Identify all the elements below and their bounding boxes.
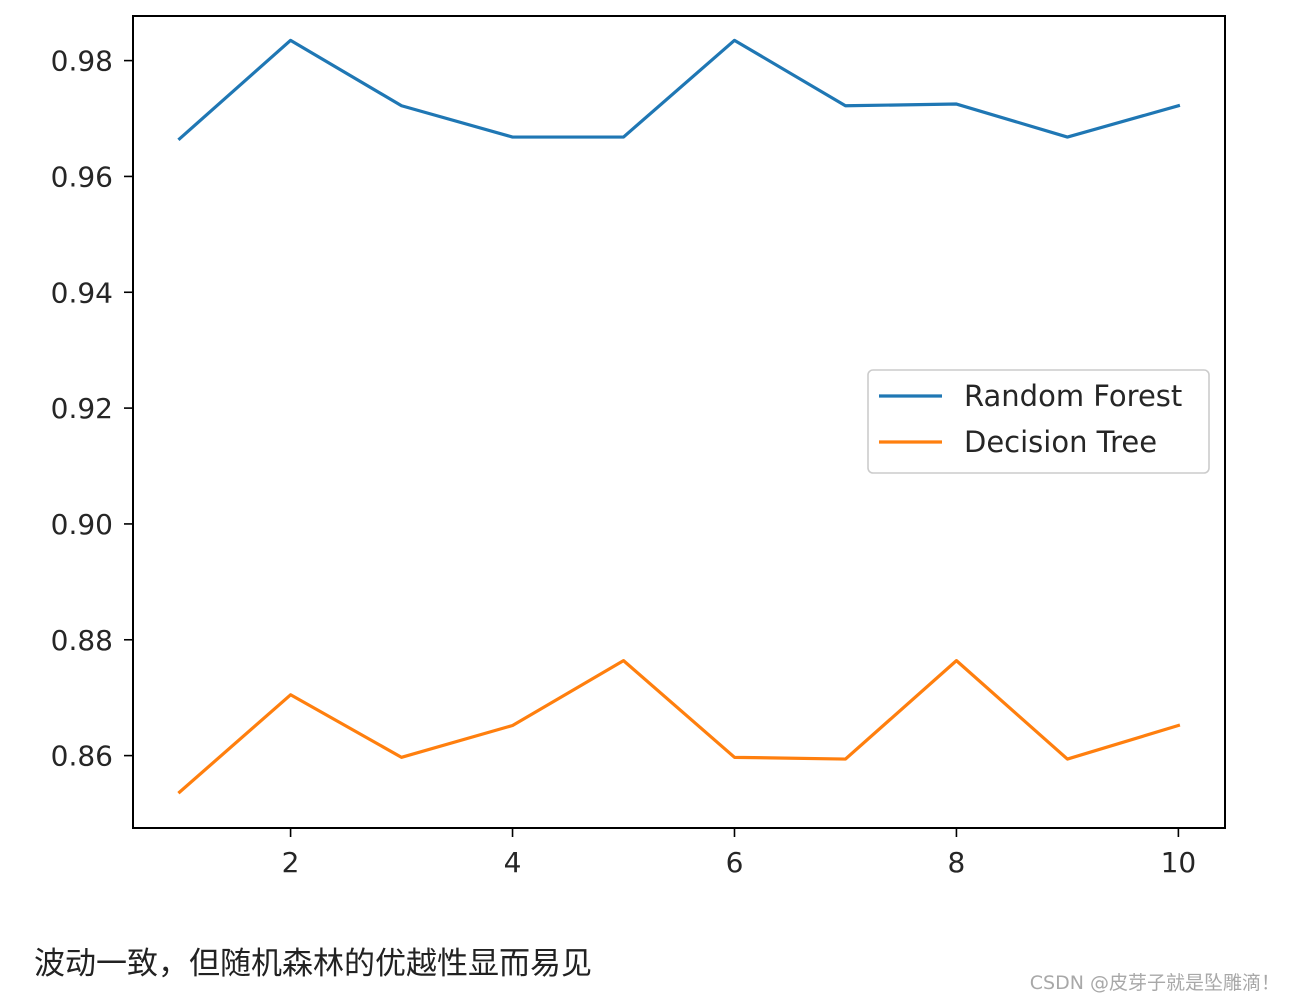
x-tick-label: 10 bbox=[1161, 846, 1197, 879]
y-tick-label: 0.92 bbox=[51, 392, 113, 425]
legend: Random Forest Decision Tree bbox=[867, 369, 1210, 474]
y-tick-label: 0.90 bbox=[51, 508, 113, 541]
axes-frame bbox=[132, 15, 1226, 829]
x-tick-label: 4 bbox=[504, 846, 522, 879]
series-line-0 bbox=[177, 38, 1181, 142]
y-tick-label: 0.96 bbox=[51, 160, 113, 193]
y-tick-label: 0.88 bbox=[51, 624, 113, 657]
caption-text: 波动一致，但随机森林的优越性显而易见 bbox=[34, 946, 592, 982]
legend-box bbox=[867, 369, 1210, 474]
x-tick-label: 8 bbox=[948, 846, 966, 879]
y-axis: 0.86 0.88 0.90 0.92 0.94 0.96 0.98 bbox=[51, 45, 133, 773]
y-tick-label: 0.98 bbox=[51, 45, 113, 78]
y-tick-label: 0.94 bbox=[51, 276, 113, 309]
x-axis: 2 4 6 8 10 bbox=[282, 828, 1197, 879]
legend-label-0: Random Forest bbox=[964, 379, 1182, 413]
series-line-1 bbox=[177, 659, 1181, 795]
legend-label-1: Decision Tree bbox=[964, 425, 1157, 459]
series-layer bbox=[177, 38, 1181, 795]
y-tick-label: 0.86 bbox=[51, 740, 113, 773]
x-tick-label: 2 bbox=[282, 846, 300, 879]
watermark-text: CSDN @皮芽子就是坠雕滴！ bbox=[1029, 972, 1280, 994]
x-tick-label: 6 bbox=[726, 846, 744, 879]
line-chart: 2 4 6 8 10 0.86 0.88 0.90 0.92 0.94 0.96 0.98 Rand… bbox=[51, 15, 1226, 879]
